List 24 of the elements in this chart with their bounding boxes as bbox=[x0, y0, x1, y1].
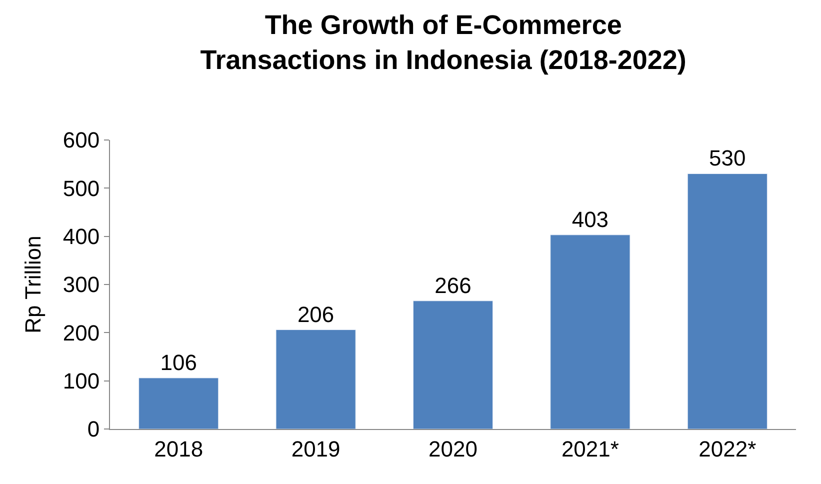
y-tick-label: 400 bbox=[62, 224, 100, 250]
x-tick-label: 2019 bbox=[291, 436, 340, 462]
bar bbox=[412, 300, 494, 429]
bar bbox=[276, 330, 356, 429]
x-tick-label: 2020 bbox=[428, 436, 478, 462]
data-label: 403 bbox=[572, 206, 609, 232]
data-label: 106 bbox=[160, 350, 197, 375]
bar bbox=[138, 378, 219, 429]
bar bbox=[550, 234, 630, 429]
bar bbox=[687, 173, 768, 429]
y-tick-label: 500 bbox=[62, 176, 100, 201]
data-label: 206 bbox=[297, 302, 334, 327]
y-tick-label: 200 bbox=[62, 320, 100, 346]
x-tick-label: 2022* bbox=[698, 436, 757, 462]
y-axis-title: Rp Trillion bbox=[20, 236, 46, 334]
x-tick-label: 2021* bbox=[561, 436, 620, 462]
y-tick-label: 300 bbox=[62, 272, 100, 298]
x-tick-label: 2018 bbox=[154, 436, 204, 462]
data-label: 530 bbox=[709, 146, 746, 171]
chart-title: The Growth of E-Commerce Transactions in Indonesia (2018-2022) bbox=[200, 10, 686, 75]
data-label: 266 bbox=[434, 272, 472, 298]
y-tick-label: 600 bbox=[62, 128, 100, 153]
y-tick-label: 0 bbox=[87, 416, 100, 442]
y-tick-label: 100 bbox=[62, 368, 100, 394]
